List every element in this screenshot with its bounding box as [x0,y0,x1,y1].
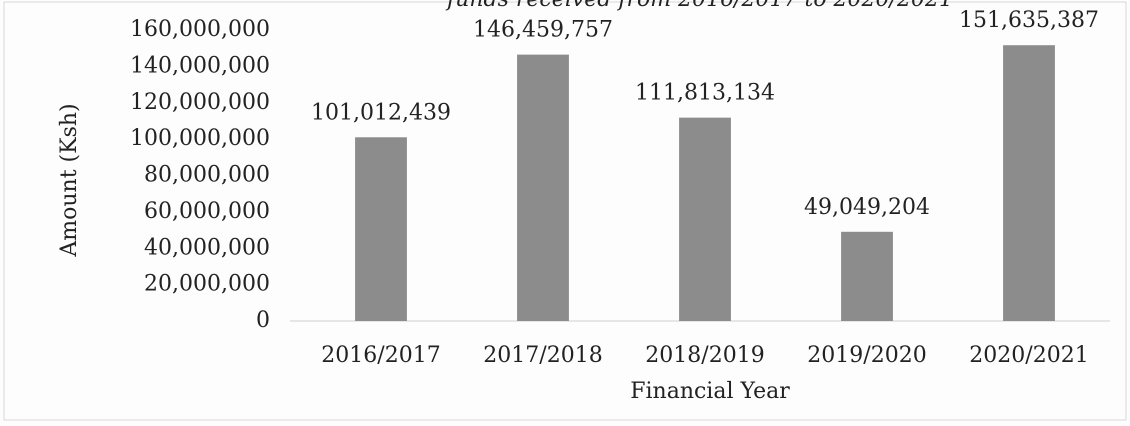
data-label: 101,012,439 [311,100,451,125]
y-tick-label: 40,000,000 [144,235,270,260]
chart-title: funds received from 2016/2017 to 2020/20… [445,0,953,12]
y-tick-label: 20,000,000 [144,272,270,297]
y-tick-label: 60,000,000 [144,199,270,224]
data-label: 49,049,204 [804,195,930,220]
y-tick-label: 140,000,000 [130,53,270,78]
x-axis-title: Financial Year [630,379,790,404]
x-tick-label: 2020/2021 [969,343,1088,368]
data-label: 111,813,134 [635,81,775,106]
bar [679,117,731,321]
bar [1003,45,1055,322]
y-tick-label: 80,000,000 [144,163,270,188]
y-tick-label: 0 [256,308,270,333]
x-tick-label: 2019/2020 [807,343,926,368]
bar [517,54,569,322]
x-tick-label: 2016/2017 [321,343,440,368]
data-label: 146,459,757 [473,18,613,43]
y-axis-title: Amount (Ksh) [57,103,82,257]
y-tick-label: 100,000,000 [130,126,270,151]
x-tick-label: 2017/2018 [483,343,602,368]
y-tick-label: 120,000,000 [130,90,270,115]
bar [355,137,407,321]
y-tick-label: 160,000,000 [130,17,270,42]
frame [3,1,1127,421]
bar [841,231,893,321]
data-label: 151,635,387 [959,8,1099,33]
x-tick-label: 2018/2019 [645,343,764,368]
